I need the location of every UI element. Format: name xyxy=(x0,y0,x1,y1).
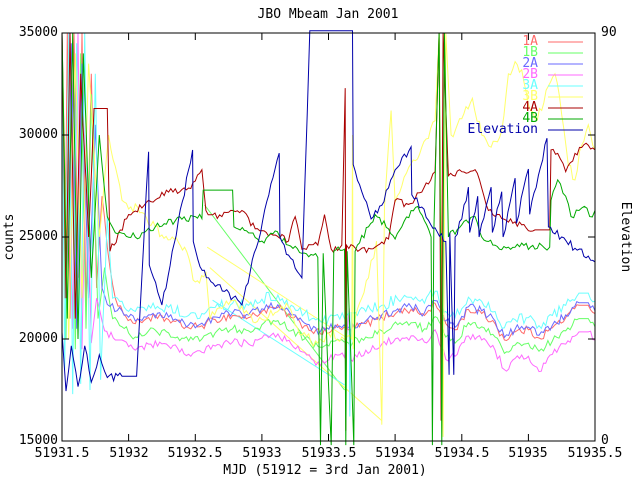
legend-label-2A: 2A xyxy=(522,56,538,71)
legend-label-4A: 4A xyxy=(522,100,538,115)
x-tick-label: 51934 xyxy=(375,446,415,461)
series-Elevation xyxy=(61,30,596,392)
y-tick-label: 25000 xyxy=(18,229,58,244)
legend-label-3B: 3B xyxy=(522,89,538,104)
x-tick-label: 51932 xyxy=(109,446,149,461)
legend-label-3A: 3A xyxy=(522,78,538,93)
y2-tick-label: 0 xyxy=(601,433,609,448)
x-tick-label: 51934.5 xyxy=(434,446,490,461)
legend-label-1A: 1A xyxy=(522,34,538,49)
y-tick-label: 30000 xyxy=(18,127,58,142)
legend-label-4B: 4B xyxy=(522,111,538,126)
gap-segment xyxy=(209,267,383,421)
x-tick-label: 51933 xyxy=(242,446,282,461)
legend-label-1B: 1B xyxy=(522,45,538,60)
y-tick-label: 20000 xyxy=(18,331,58,346)
series-2A xyxy=(61,32,596,339)
gap-segment xyxy=(212,299,345,386)
series-4B xyxy=(61,32,596,446)
x-tick-label: 51935 xyxy=(508,446,548,461)
legend-label-2B: 2B xyxy=(522,67,538,82)
y2-tick-label: 90 xyxy=(601,25,617,40)
x-tick-label: 51935.5 xyxy=(567,446,623,461)
y-tick-label: 15000 xyxy=(18,433,58,448)
y2-axis-label: Elevation xyxy=(618,201,633,273)
x-tick-label: 51932.5 xyxy=(167,446,223,461)
series-1B xyxy=(61,32,596,355)
legend-label-Elevation: Elevation xyxy=(467,122,538,137)
x-tick-label: 51931.5 xyxy=(34,446,90,461)
x-tick-label: 51933.5 xyxy=(301,446,357,461)
series-2B xyxy=(68,32,596,411)
x-axis-label: MJD (51912 = 3rd Jan 2001) xyxy=(223,463,427,478)
series-4A xyxy=(61,32,596,431)
series-3A xyxy=(61,32,596,417)
gap-segment xyxy=(206,246,348,339)
chart-title: JBO Mbeam Jan 2001 xyxy=(257,7,399,22)
gap-segment xyxy=(204,204,345,391)
y-tick-label: 35000 xyxy=(18,25,58,40)
